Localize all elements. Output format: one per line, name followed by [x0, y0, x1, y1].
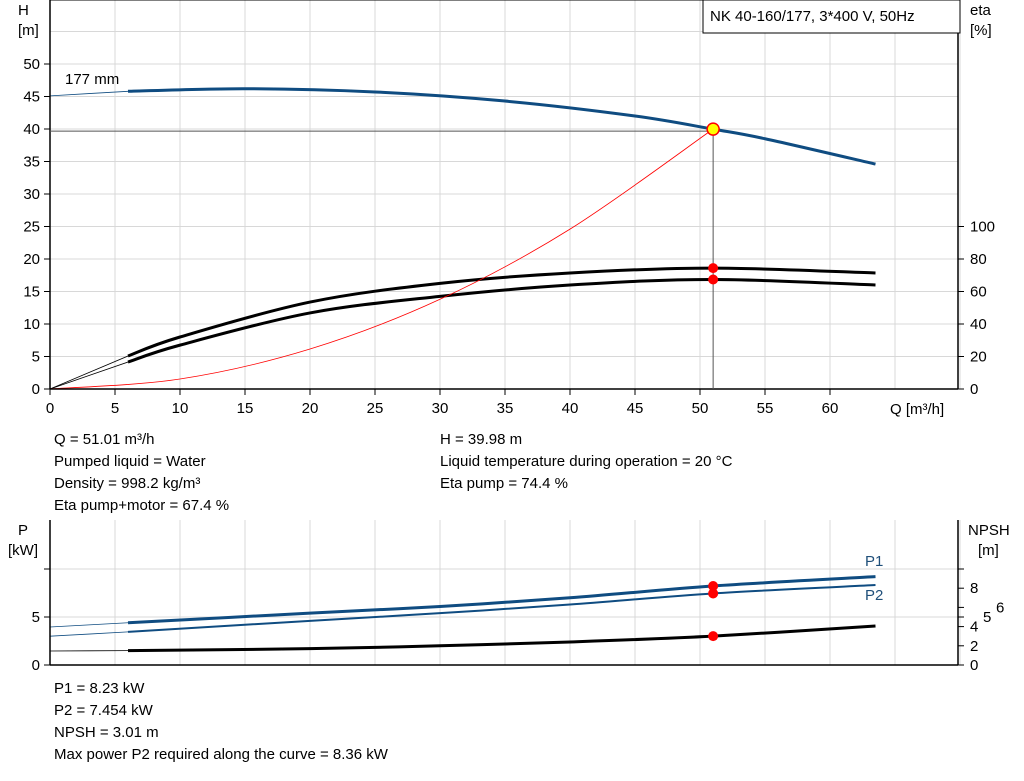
x-tick-label: 0 — [46, 400, 54, 417]
x-tick-label: 15 — [237, 400, 254, 417]
p-axis-label: P — [18, 522, 28, 539]
x-tick-label: 5 — [111, 400, 119, 417]
info-line: Pumped liquid = Water — [54, 453, 206, 470]
info-line: Eta pump+motor = 67.4 % — [54, 497, 230, 514]
info-line: P2 = 7.454 kW — [54, 702, 153, 719]
eta-pump-point — [708, 263, 719, 274]
x-tick-label: 10 — [172, 400, 189, 417]
y-tick-label: 15 — [23, 284, 40, 301]
curve-system-curve — [49, 128, 714, 390]
y-tick-label: 40 — [23, 121, 40, 138]
info-line: P1 = 8.23 kW — [54, 680, 145, 697]
curve-eta-pump-motor — [127, 277, 876, 364]
y2-tick-label: 8 — [970, 580, 978, 597]
info-bottom: P1 = 8.23 kW P2 = 7.454 kW NPSH = 3.01 m… — [54, 678, 388, 766]
curve-extension — [49, 622, 129, 628]
y-tick-label: 50 — [23, 56, 40, 73]
h-axis-label: H — [18, 2, 29, 19]
y2-tick-label: 0 — [970, 657, 978, 674]
curve-p1 — [127, 575, 876, 625]
eta-axis-label: eta — [970, 2, 992, 19]
curve-npsh — [127, 624, 876, 653]
info-line: Eta pump = 74.4 % — [440, 475, 568, 492]
y2-tick-label: 60 — [970, 284, 987, 301]
h-axis-unit: [m] — [18, 22, 39, 39]
y-tick-label: 5 — [32, 349, 40, 366]
x-tick-label: 30 — [432, 400, 449, 417]
curve-h — [127, 87, 876, 166]
y-tick-label: 0 — [32, 381, 40, 398]
eta-axis-unit: [%] — [970, 22, 992, 39]
y2-tick-label: 2 — [970, 638, 978, 655]
info-line: Density = 998.2 kg/m³ — [54, 475, 201, 492]
x-tick-label: 25 — [367, 400, 384, 417]
info-line: H = 39.98 m — [440, 431, 523, 448]
curve-extension — [49, 355, 129, 390]
curve-p2 — [127, 584, 876, 633]
curve-eta-pump — [127, 266, 876, 358]
x-tick-label: 60 — [822, 400, 839, 417]
p2-label: P2 — [865, 587, 883, 604]
y-tick-label: 0 — [32, 657, 40, 674]
eta-total-point — [708, 274, 719, 285]
y-tick-label: 30 — [23, 186, 40, 203]
x-tick-label: 45 — [627, 400, 644, 417]
x-tick-label: 55 — [757, 400, 774, 417]
y-tick-label: 20 — [23, 251, 40, 268]
info-top-left: Q = 51.01 m³/h Pumped liquid = Water Den… — [54, 429, 229, 517]
y2-tick-label: 40 — [970, 316, 987, 333]
info-line: NPSH = 3.01 m — [54, 724, 159, 741]
p1-point — [708, 580, 719, 591]
npsh-point — [708, 631, 719, 642]
y-tick-label: 10 — [23, 316, 40, 333]
x-tick-label: 35 — [497, 400, 514, 417]
curve-extension — [49, 90, 129, 97]
y-tick-label: 5 — [32, 609, 40, 626]
curve-extension — [49, 361, 129, 390]
npsh-axis-label: NPSH — [968, 522, 1010, 539]
x-tick-label: 20 — [302, 400, 319, 417]
info-top-right: H = 39.98 m Liquid temperature during op… — [440, 429, 732, 495]
p2-point — [708, 588, 719, 599]
x-tick-label: 50 — [692, 400, 709, 417]
x-tick-label: 40 — [562, 400, 579, 417]
p-axis-unit: [kW] — [8, 542, 38, 559]
npsh-axis-unit: [m] — [978, 542, 999, 559]
q-axis-label: Q [m³/h] — [890, 401, 944, 418]
info-line: Max power P2 required along the curve = … — [54, 746, 388, 763]
chart-title: NK 40-160/177, 3*400 V, 50Hz — [710, 8, 915, 25]
y-tick-label: 35 — [23, 154, 40, 171]
duty-point — [706, 122, 720, 136]
title-box — [702, 0, 961, 34]
p1-label: P1 — [865, 553, 883, 570]
y2-tick-label: 80 — [970, 251, 987, 268]
info-line: Liquid temperature during operation = 20… — [440, 453, 733, 470]
info-line: Q = 51.01 m³/h — [54, 431, 155, 448]
y2-tick-label: 0 — [970, 381, 978, 398]
y-tick-label: 25 — [23, 219, 40, 236]
y2-tick-label: 6 — [996, 599, 1004, 616]
y2-tick-label: 20 — [970, 349, 987, 366]
curve-extension — [49, 631, 129, 637]
y2-tick-label: 4 — [970, 619, 978, 636]
diameter-label: 177 mm — [65, 71, 119, 88]
y2-tick-label: 5 — [983, 609, 991, 626]
y2-tick-label: 100 — [970, 219, 995, 236]
y-tick-label: 45 — [23, 89, 40, 106]
